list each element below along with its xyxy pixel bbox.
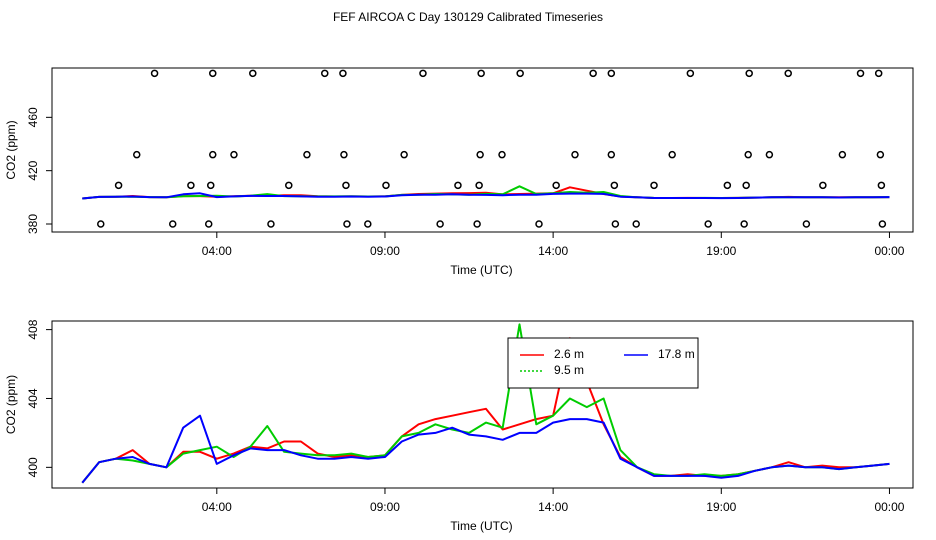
flag-point	[209, 69, 217, 78]
flag-point	[454, 181, 462, 190]
flag-point	[400, 150, 408, 159]
flag-point	[476, 150, 484, 159]
legend-label: 2.6 m	[554, 347, 584, 361]
flag-point	[740, 220, 748, 228]
flag-point	[206, 181, 215, 190]
x-tick-label: 14:00	[538, 500, 568, 514]
flag-point	[187, 181, 195, 190]
plot-frame	[51, 67, 914, 233]
flag-point	[874, 69, 883, 78]
flag-point	[742, 181, 750, 190]
flag-point	[230, 150, 238, 159]
page-title: FEF AIRCOA C Day 130129 Calibrated Times…	[333, 10, 603, 24]
flag-point	[704, 220, 712, 228]
flag-point	[589, 69, 597, 78]
flag-point	[856, 69, 865, 78]
flag-point	[802, 220, 811, 228]
flag-point	[475, 181, 483, 190]
flag-point	[744, 150, 752, 159]
flag-point	[340, 150, 348, 159]
flag-point	[321, 69, 329, 78]
flag-point	[607, 69, 616, 78]
legend-label: 9.5 m	[554, 363, 584, 377]
flag-point	[364, 220, 372, 228]
flag-point	[723, 181, 732, 190]
flag-point	[498, 150, 506, 159]
x-tick-label: 09:00	[370, 500, 400, 514]
x-tick-label: 00:00	[874, 500, 904, 514]
flag-point	[632, 220, 640, 228]
flag-point	[571, 150, 579, 159]
flag-point	[342, 181, 350, 190]
flag-point	[339, 69, 347, 78]
flag-point	[876, 150, 885, 159]
flag-point	[745, 69, 753, 78]
flag-point	[535, 220, 543, 228]
flag-point	[877, 181, 886, 190]
legend-box	[507, 337, 699, 389]
flag-point	[209, 150, 217, 159]
flag-point	[611, 220, 620, 228]
flag-point	[878, 220, 887, 228]
flag-point	[249, 69, 257, 78]
flag-point	[419, 69, 427, 78]
flag-point	[765, 150, 774, 159]
x-tick-label: 04:00	[202, 500, 232, 514]
y-tick-label: 408	[26, 319, 40, 339]
legend-label: 17.8 m	[658, 347, 695, 361]
flag-point	[607, 150, 616, 159]
flag-point	[343, 220, 351, 228]
flag-point	[838, 150, 847, 159]
flag-point	[204, 220, 213, 228]
flag-point	[477, 69, 485, 78]
flag-point	[114, 181, 123, 190]
flag-point	[516, 69, 524, 78]
y-axis-label: CO2 (ppm)	[4, 120, 18, 179]
flag-point	[168, 220, 177, 228]
x-tick-label: 04:00	[202, 244, 232, 258]
x-tick-label: 14:00	[538, 244, 568, 258]
x-tick-label: 00:00	[874, 244, 904, 258]
flag-point	[473, 220, 481, 228]
flag-point	[382, 181, 390, 190]
x-axis-label: Time (UTC)	[450, 519, 512, 533]
plot-frame	[51, 320, 914, 489]
y-tick-label: 400	[26, 457, 40, 477]
flag-point	[436, 220, 444, 228]
flag-point	[150, 69, 159, 78]
flag-point	[819, 181, 827, 190]
y-tick-label: 380	[26, 214, 40, 234]
x-tick-label: 19:00	[706, 500, 736, 514]
flag-point	[97, 220, 105, 228]
flag-point	[610, 181, 619, 190]
flag-point	[133, 150, 141, 159]
y-tick-label: 420	[26, 160, 40, 180]
flag-point	[668, 150, 676, 159]
y-axis-label: CO2 (ppm)	[4, 375, 18, 434]
flag-point	[784, 69, 792, 78]
x-tick-label: 19:00	[706, 244, 736, 258]
flag-point	[303, 150, 311, 159]
legend: 2.6 m 9.5 m 17.8 m	[507, 337, 699, 389]
flag-point	[267, 220, 275, 228]
x-axis-label: Time (UTC)	[450, 263, 512, 277]
y-tick-label: 460	[26, 107, 40, 127]
flag-point	[650, 181, 658, 190]
y-tick-label: 404	[26, 388, 40, 408]
flag-point	[285, 181, 293, 190]
flag-point	[686, 69, 695, 78]
x-tick-label: 09:00	[370, 244, 400, 258]
flag-point	[552, 181, 560, 190]
series-line	[81, 414, 890, 484]
series-line	[82, 192, 890, 200]
